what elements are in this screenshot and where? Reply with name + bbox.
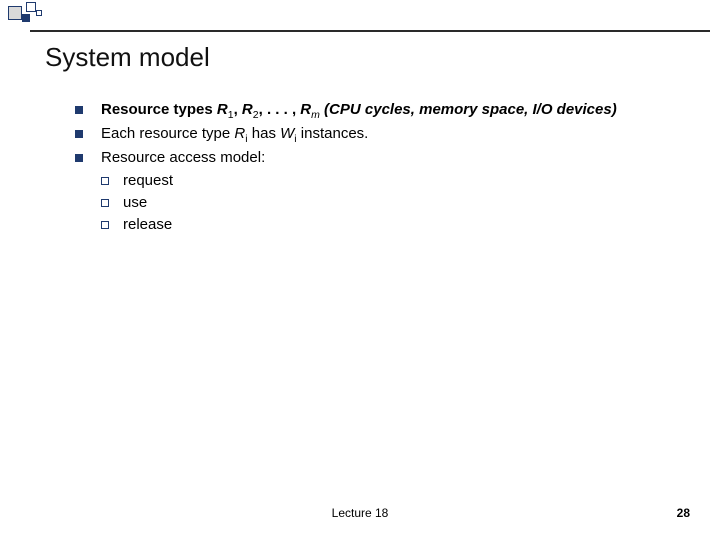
square-bullet-icon (75, 130, 83, 138)
sub-bullet-item: request (101, 171, 680, 191)
deco-square (22, 14, 30, 22)
slide-title: System model (45, 42, 210, 73)
bullet-item: Resource types R1, R2, . . . , Rm (CPU c… (75, 100, 680, 122)
slide-body: Resource types R1, R2, . . . , Rm (CPU c… (75, 100, 680, 237)
sub-bullet-item: use (101, 193, 680, 213)
sub-bullet-item: release (101, 215, 680, 235)
open-square-bullet-icon (101, 199, 109, 207)
deco-square (36, 10, 42, 16)
bullet-item: Each resource type Ri has Wi instances. (75, 124, 680, 146)
bullet-text: Resource access model: (101, 148, 680, 168)
title-rule (30, 30, 710, 32)
deco-square (26, 2, 36, 12)
footer-center: Lecture 18 (0, 506, 720, 520)
sub-bullet-text: request (123, 171, 680, 191)
sub-bullet-text: release (123, 215, 680, 235)
open-square-bullet-icon (101, 221, 109, 229)
corner-decoration (0, 0, 180, 30)
bullet-item: Resource access model: (75, 148, 680, 168)
bullet-text: Each resource type Ri has Wi instances. (101, 124, 680, 146)
deco-square (8, 6, 22, 20)
slide-number: 28 (677, 506, 690, 520)
sub-bullet-text: use (123, 193, 680, 213)
square-bullet-icon (75, 106, 83, 114)
open-square-bullet-icon (101, 177, 109, 185)
square-bullet-icon (75, 154, 83, 162)
bullet-text: Resource types R1, R2, . . . , Rm (CPU c… (101, 100, 680, 122)
